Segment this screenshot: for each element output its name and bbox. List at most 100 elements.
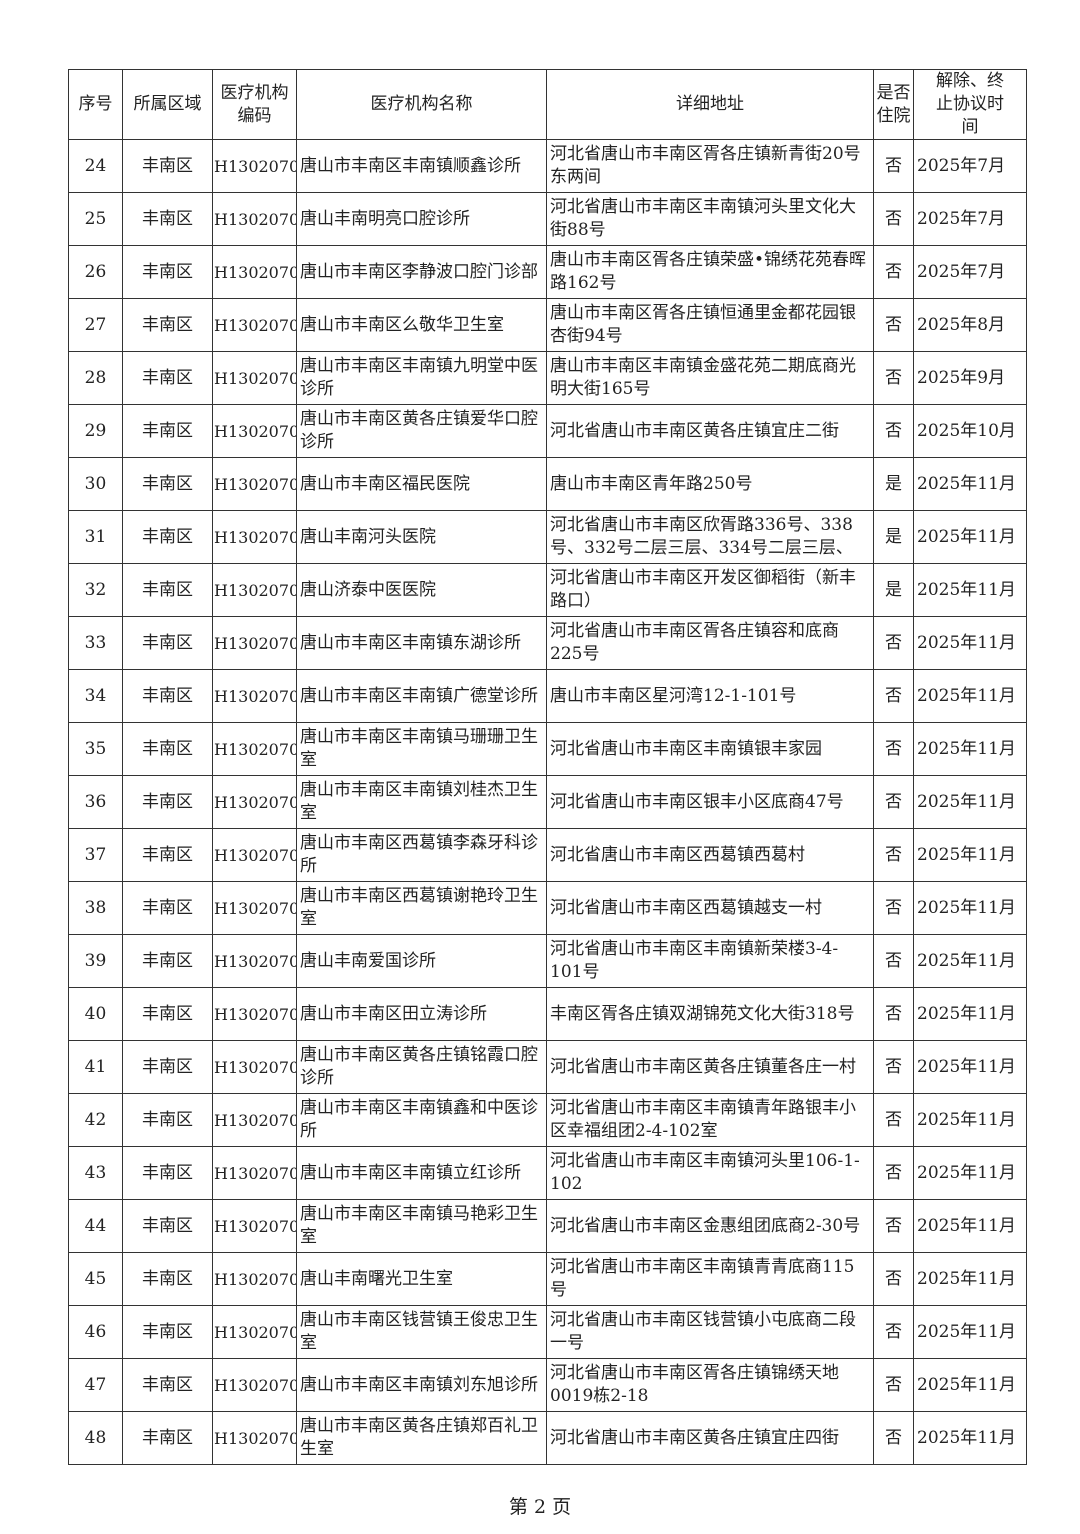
row-inpatient: 否 bbox=[873, 828, 914, 882]
row-name-text: 唐山市丰南区丰南镇马艳彩卫生室 bbox=[300, 1204, 538, 1247]
table-row: 41 丰南区 H13020700905唐山市丰南区黄各庄镇铭霞口腔诊所河北省唐山市丰… bbox=[68, 1040, 1027, 1094]
row-termination-date: 2025年11月 bbox=[913, 987, 1027, 1041]
row-address-text: 唐山市丰南区胥各庄镇荣盛•锦绣花苑春晖路162号 bbox=[550, 250, 867, 293]
row-name: 唐山市丰南区田立涛诊所 bbox=[296, 987, 547, 1041]
row-address: 河北省唐山市丰南区欣胥路336号、338号、332号二层三层、334号二层三层、 bbox=[546, 510, 874, 564]
row-termination-date-text: 2025年11月 bbox=[917, 1162, 1016, 1183]
row-address: 河北省唐山市丰南区丰南镇河头里文化大街88号 bbox=[546, 192, 874, 246]
table-row: 48 丰南区 H13020700910唐山市丰南区黄各庄镇郑百礼卫生室河北省唐山市丰… bbox=[68, 1411, 1027, 1465]
row-inpatient: 是 bbox=[873, 510, 914, 564]
table-row: 31 丰南区 H13020701529唐山丰南河头医院 河北省唐山市丰南区欣胥路336… bbox=[68, 510, 1027, 564]
row-code-text: H13020701529 bbox=[214, 527, 296, 547]
row-name: 唐山市丰南区丰南镇东湖诊所 bbox=[296, 616, 547, 670]
row-termination-date: 2025年11月 bbox=[913, 1252, 1027, 1306]
row-termination-date: 2025年11月 bbox=[913, 1093, 1027, 1147]
row-termination-date: 2025年11月 bbox=[913, 616, 1027, 670]
row-region: 丰南区 bbox=[122, 404, 213, 458]
row-address-text: 河北省唐山市丰南区丰南镇河头里文化大街88号 bbox=[550, 197, 856, 240]
row-address-text: 河北省唐山市丰南区丰南镇青青底商115号 bbox=[550, 1257, 855, 1300]
row-code-text: H13020700912 bbox=[214, 1163, 296, 1183]
row-inpatient: 否 bbox=[873, 298, 914, 352]
row-code: H13020700993 bbox=[212, 775, 297, 829]
row-address: 河北省唐山市丰南区黄各庄镇宜庄二街 bbox=[546, 404, 874, 458]
row-termination-date-text: 2025年11月 bbox=[917, 1427, 1016, 1448]
row-address-text: 河北省唐山市丰南区丰南镇银丰家园 bbox=[550, 738, 822, 759]
row-termination-date: 2025年7月 bbox=[913, 139, 1027, 193]
row-address-text: 河北省唐山市丰南区钱营镇小屯底商二段一号 bbox=[550, 1310, 856, 1353]
row-termination-date-text: 2025年11月 bbox=[917, 1056, 1016, 1077]
row-index-text: 28 bbox=[84, 367, 107, 388]
row-index: 46 bbox=[68, 1305, 123, 1359]
row-code-text: H13020700963 bbox=[214, 474, 296, 494]
table-header-row: 序号 所属区域 医疗机构编码 医疗机构名称 详细地址 是否住院 解除、终止协议时… bbox=[68, 69, 1027, 140]
row-region: 丰南区 bbox=[122, 1252, 213, 1306]
row-inpatient: 否 bbox=[873, 1358, 914, 1412]
header-termination-date: 解除、终止协议时间 bbox=[913, 69, 1027, 140]
row-code: H13020700979 bbox=[212, 192, 297, 246]
row-region: 丰南区 bbox=[122, 775, 213, 829]
row-name: 唐山市丰南区丰南镇广德堂诊所 bbox=[296, 669, 547, 723]
row-address-text: 河北省唐山市丰南区丰南镇河头里106-1-102 bbox=[550, 1151, 860, 1194]
row-name: 唐山市丰南区么敬华卫生室 bbox=[296, 298, 547, 352]
table-row: 44 丰南区 H13020700907唐山市丰南区丰南镇马艳彩卫生室河北省唐山市丰南… bbox=[68, 1199, 1027, 1253]
row-address: 河北省唐山市丰南区金惠组团底商2-30号 bbox=[546, 1199, 874, 1253]
row-inpatient-text: 否 bbox=[885, 685, 902, 706]
table-row: 37 丰南区 H13020701020唐山市丰南区西葛镇李森牙科诊所河北省唐山市丰南… bbox=[68, 828, 1027, 882]
row-code-text: H13020700992 bbox=[214, 421, 296, 441]
row-termination-date: 2025年11月 bbox=[913, 1040, 1027, 1094]
row-inpatient: 否 bbox=[873, 1146, 914, 1200]
row-name-text: 唐山市丰南区钱营镇王俊忠卫生室 bbox=[300, 1310, 538, 1353]
row-index-text: 30 bbox=[84, 473, 107, 494]
header-code: 医疗机构编码 bbox=[212, 69, 297, 140]
row-region-text: 丰南区 bbox=[142, 526, 193, 547]
row-region-text: 丰南区 bbox=[142, 1374, 193, 1395]
row-termination-date: 2025年11月 bbox=[913, 775, 1027, 829]
row-termination-date: 2025年9月 bbox=[913, 351, 1027, 405]
row-code: H13020701017 bbox=[212, 351, 297, 405]
header-name: 医疗机构名称 bbox=[296, 69, 547, 140]
row-inpatient-text: 否 bbox=[885, 1162, 902, 1183]
row-name-text: 唐山丰南河头医院 bbox=[300, 526, 436, 547]
row-termination-date: 2025年11月 bbox=[913, 510, 1027, 564]
row-name-text: 唐山市丰南区丰南镇马珊珊卫生室 bbox=[300, 727, 538, 770]
row-name: 唐山市丰南区李静波口腔门诊部 bbox=[296, 245, 547, 299]
row-region-text: 丰南区 bbox=[142, 1427, 193, 1448]
row-name-text: 唐山市丰南区丰南镇刘桂杰卫生室 bbox=[300, 780, 538, 823]
row-address-text: 河北省唐山市丰南区胥各庄镇锦绣天地0019栋2-18 bbox=[550, 1363, 839, 1406]
row-index-text: 31 bbox=[84, 526, 107, 547]
table-row: 34 丰南区 H13020700911唐山市丰南区丰南镇广德堂诊所唐山市丰南区星河湾… bbox=[68, 669, 1027, 723]
row-inpatient-text: 否 bbox=[885, 632, 902, 653]
row-inpatient-text: 否 bbox=[885, 208, 902, 229]
row-index: 33 bbox=[68, 616, 123, 670]
row-code-text: H13020700316 bbox=[214, 262, 296, 282]
row-inpatient: 否 bbox=[873, 1199, 914, 1253]
row-region-text: 丰南区 bbox=[142, 420, 193, 441]
row-index-text: 46 bbox=[84, 1321, 107, 1342]
row-termination-date-text: 2025年7月 bbox=[917, 155, 1006, 176]
row-index: 47 bbox=[68, 1358, 123, 1412]
row-code-text: H13020701694 bbox=[214, 315, 296, 335]
row-address: 河北省唐山市丰南区丰南镇河头里106-1-102 bbox=[546, 1146, 874, 1200]
row-address: 河北省唐山市丰南区丰南镇青青底商115号 bbox=[546, 1252, 874, 1306]
row-region: 丰南区 bbox=[122, 881, 213, 935]
row-address: 唐山市丰南区星河湾12-1-101号 bbox=[546, 669, 874, 723]
row-address: 唐山市丰南区丰南镇金盛花苑二期底商光明大街165号 bbox=[546, 351, 874, 405]
row-address: 唐山市丰南区胥各庄镇恒通里金都花园银杏街94号 bbox=[546, 298, 874, 352]
row-code: H13020701399 bbox=[212, 1358, 297, 1412]
row-region-text: 丰南区 bbox=[142, 1109, 193, 1130]
row-name: 唐山市丰南区丰南镇刘东旭诊所 bbox=[296, 1358, 547, 1412]
row-index: 24 bbox=[68, 139, 123, 193]
row-index-text: 29 bbox=[84, 420, 107, 441]
row-termination-date-text: 2025年11月 bbox=[917, 1215, 1016, 1236]
row-region-text: 丰南区 bbox=[142, 1162, 193, 1183]
row-code-text: H13020700979 bbox=[214, 209, 296, 229]
table-row: 36 丰南区 H13020700993唐山市丰南区丰南镇刘桂杰卫生室河北省唐山市丰南… bbox=[68, 775, 1027, 829]
row-inpatient: 否 bbox=[873, 722, 914, 776]
table-row: 26 丰南区 H13020700316唐山市丰南区李静波口腔门诊部唐山市丰南区胥各庄… bbox=[68, 245, 1027, 299]
row-address-text: 河北省唐山市丰南区胥各庄镇新青街20号东两间 bbox=[550, 144, 861, 187]
row-index-text: 35 bbox=[84, 738, 107, 759]
row-termination-date-text: 2025年7月 bbox=[917, 261, 1006, 282]
row-address-text: 河北省唐山市丰南区黄各庄镇宜庄四街 bbox=[550, 1427, 839, 1448]
table-row: 25 丰南区 H13020700979唐山丰南明亮口腔诊所 河北省唐山市丰南区丰南镇河… bbox=[68, 192, 1027, 246]
row-code-text: H13020700978 bbox=[214, 739, 296, 759]
